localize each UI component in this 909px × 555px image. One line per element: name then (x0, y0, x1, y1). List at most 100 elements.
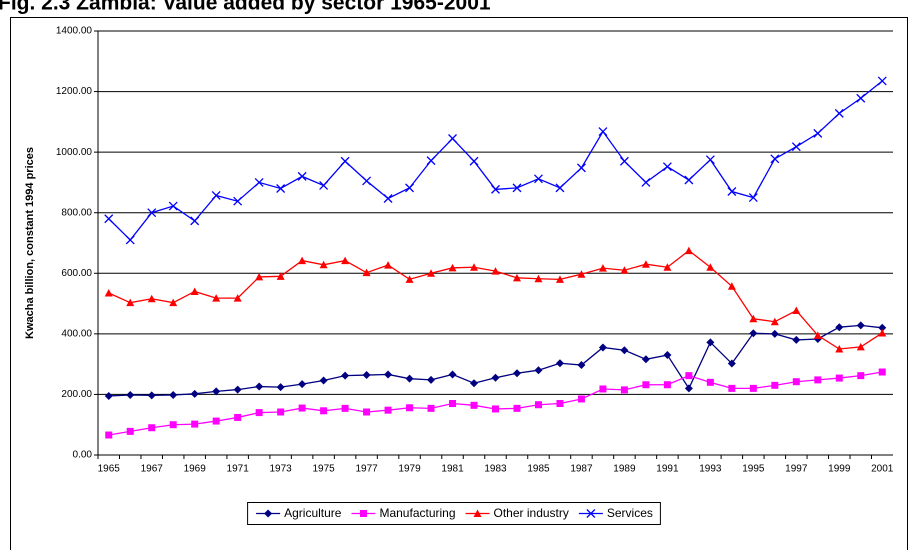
marker (749, 314, 758, 323)
marker (233, 294, 242, 302)
series-line (108, 324, 883, 397)
marker (792, 335, 801, 344)
marker (384, 370, 393, 379)
marker (749, 329, 758, 338)
marker (598, 127, 608, 137)
marker (814, 376, 822, 384)
marker (104, 288, 113, 297)
marker (706, 338, 715, 347)
x-tick-label: 1975 (312, 464, 335, 475)
marker (877, 76, 887, 86)
marker (254, 177, 264, 187)
chart-frame (10, 17, 908, 555)
marker (813, 331, 822, 339)
marker (126, 298, 135, 307)
marker (473, 509, 482, 517)
marker (234, 413, 242, 421)
marker (663, 381, 671, 389)
marker (276, 383, 285, 392)
marker (835, 323, 844, 332)
marker (770, 317, 779, 326)
x-tick-label: 1969 (184, 464, 207, 475)
y-tick-label: 600.00 (61, 268, 92, 279)
marker (448, 370, 457, 379)
marker (834, 108, 844, 118)
marker (619, 156, 629, 166)
marker (598, 343, 607, 352)
marker (705, 155, 715, 165)
marker (813, 128, 823, 138)
y-axis-label: Kwacha billion, constant 1994 prices (24, 147, 36, 339)
x-tick-label: 2001 (871, 464, 894, 475)
marker (383, 194, 393, 203)
x-tick-label: 1993 (699, 464, 722, 475)
legend-label: Agriculture (284, 506, 342, 520)
marker (359, 510, 367, 517)
marker (298, 380, 307, 389)
x-tick-label: 1999 (828, 464, 851, 475)
marker (878, 323, 887, 332)
x-tick-label: 1989 (613, 464, 636, 475)
marker (212, 294, 221, 302)
marker (491, 267, 500, 275)
marker (169, 298, 178, 307)
marker (620, 386, 628, 394)
marker (125, 235, 135, 245)
x-tick-label: 1965 (98, 464, 121, 475)
marker (233, 385, 242, 394)
marker (319, 376, 328, 385)
marker (491, 373, 500, 382)
marker (341, 256, 350, 265)
marker (147, 208, 157, 218)
marker (470, 401, 478, 409)
marker (577, 361, 586, 370)
marker (663, 351, 672, 360)
marker (685, 372, 693, 380)
marker (298, 256, 307, 265)
marker (728, 384, 736, 392)
marker (727, 359, 736, 368)
marker (362, 176, 372, 186)
marker (341, 371, 350, 380)
marker (662, 162, 672, 172)
marker (770, 329, 779, 338)
marker (191, 420, 199, 428)
marker (684, 384, 693, 393)
marker (556, 400, 564, 408)
legend-label: Manufacturing (379, 506, 455, 520)
x-tick-label: 1979 (398, 464, 421, 475)
marker (534, 401, 542, 409)
marker (641, 177, 651, 187)
marker (148, 424, 156, 432)
legend-label: Other industry (494, 506, 569, 520)
marker (384, 261, 393, 269)
marker (233, 196, 243, 206)
marker (126, 427, 134, 435)
marker (857, 372, 865, 380)
marker (190, 287, 199, 295)
marker (835, 374, 843, 382)
marker (492, 405, 499, 413)
marker (168, 201, 178, 211)
marker (363, 408, 371, 416)
marker (878, 328, 887, 337)
marker (727, 187, 737, 196)
marker (212, 417, 220, 425)
marker (599, 385, 607, 393)
marker (706, 378, 714, 386)
legend-box (247, 502, 661, 525)
marker (469, 156, 479, 166)
marker (319, 180, 329, 190)
y-tick-label: 200.00 (61, 389, 92, 400)
marker (277, 408, 285, 416)
marker (255, 382, 264, 391)
marker (771, 381, 779, 389)
marker (147, 294, 156, 303)
marker (104, 391, 113, 400)
marker (405, 275, 414, 283)
marker (427, 404, 435, 412)
marker (211, 190, 221, 200)
marker (362, 268, 371, 277)
x-tick-label: 1977 (355, 464, 378, 475)
